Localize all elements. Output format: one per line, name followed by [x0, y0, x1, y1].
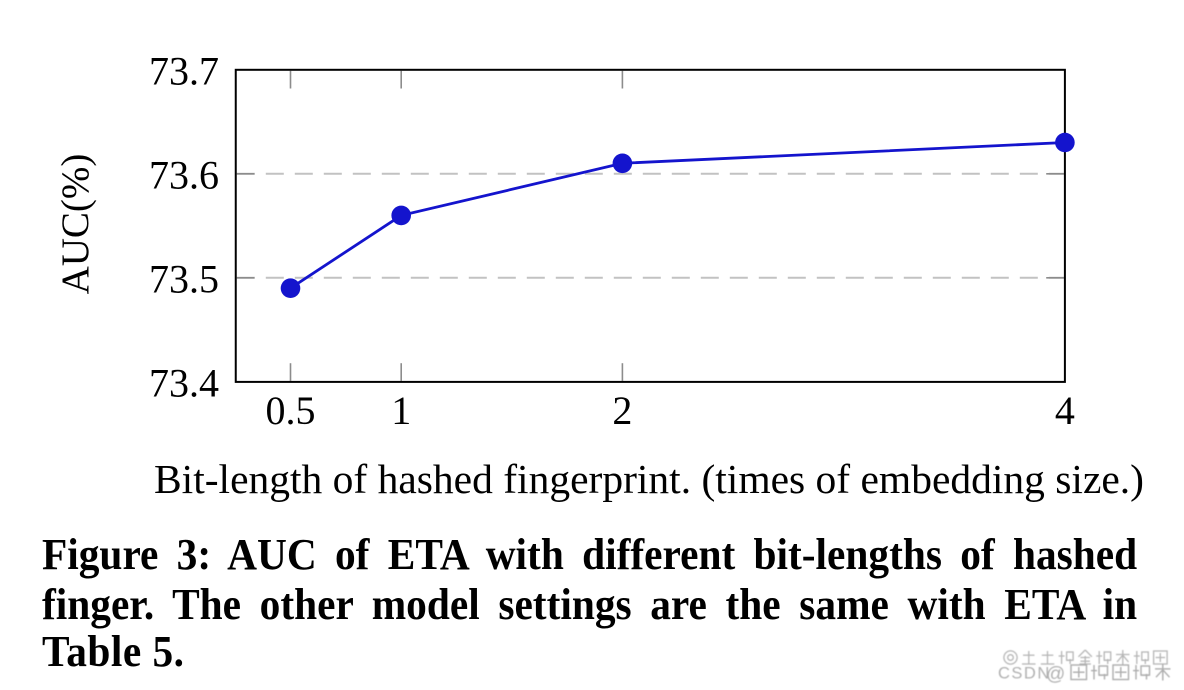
svg-text:Bit-length of hashed fingerpri: Bit-length of hashed fingerprint. (times…	[154, 456, 1144, 503]
svg-text:73.6: 73.6	[149, 153, 219, 198]
svg-text:AUC(%): AUC(%)	[54, 154, 97, 295]
svg-text:73.5: 73.5	[149, 257, 219, 302]
svg-text:73.7: 73.7	[149, 49, 219, 94]
svg-text:73.4: 73.4	[149, 361, 219, 406]
svg-text:2: 2	[612, 388, 632, 433]
svg-text:@: @	[1046, 664, 1065, 685]
svg-text:4: 4	[1055, 388, 1075, 433]
svg-text:0.5: 0.5	[266, 388, 316, 433]
svg-text:1: 1	[391, 388, 411, 433]
svg-text:CSDN: CSDN	[998, 665, 1051, 683]
